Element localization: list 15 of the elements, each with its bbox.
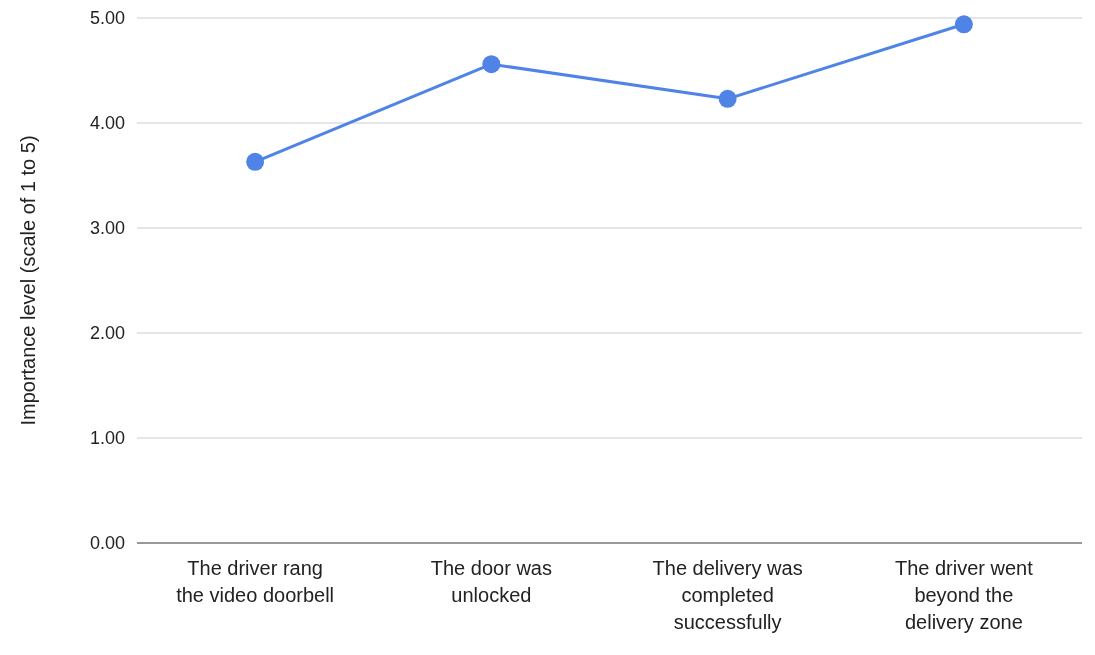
y-tick-label: 5.00 (89, 8, 125, 29)
y-axis-title: Importance level (scale of 1 to 5) (17, 135, 39, 426)
y-tick-label: 4.00 (89, 113, 125, 134)
y-tick-label: 1.00 (89, 428, 125, 449)
y-tick-label: 3.00 (89, 218, 125, 239)
x-tick-label: The door was unlocked (430, 557, 552, 606)
y-tick-label: 0.00 (89, 533, 125, 554)
x-tick-label: The driver rang the video doorbell (176, 557, 335, 606)
x-tick-label: The driver went beyond the delivery zone (894, 557, 1034, 633)
point (246, 152, 265, 171)
point (482, 55, 501, 74)
x-tick-label: The delivery was completed successfully (652, 557, 803, 633)
point (718, 89, 737, 108)
point (954, 15, 973, 34)
y-tick-label: 2.00 (89, 323, 125, 344)
